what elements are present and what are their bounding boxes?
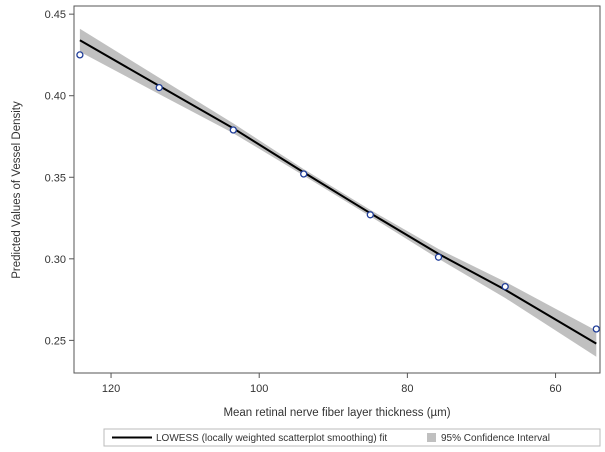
y-tick-label: 0.45 [45,9,66,21]
data-point [366,211,374,219]
y-tick-label: 0.35 [45,172,66,184]
x-tick-label: 120 [102,383,120,395]
y-axis-title: Predicted Values of Vessel Density [11,101,23,279]
y-tick-label: 0.30 [45,254,66,266]
x-tick-label: 80 [401,383,413,395]
lowess-line [79,39,597,345]
data-point [434,253,443,261]
legend-frame [103,428,601,447]
legend-ci-swatch [427,433,436,442]
data-point [76,51,84,59]
y-tick-label: 0.40 [45,91,66,103]
x-tick-label: 100 [250,383,268,395]
legend-lowess-label: LOWESS (locally weighted scatterplot smo… [156,433,387,444]
y-tick-label: 0.25 [45,335,66,347]
x-axis-title: Mean retinal nerve fiber layer thickness… [223,407,450,419]
data-point [229,126,237,134]
legend: LOWESS (locally weighted scatterplot smo… [103,428,601,447]
data-point [501,282,509,291]
x-tick-label: 60 [549,383,561,395]
legend-ci-label: 95% Confidence Interval [441,433,550,444]
data-point [155,83,163,92]
data-point [592,325,600,333]
data-point [300,170,308,178]
plot-frame [73,5,601,374]
